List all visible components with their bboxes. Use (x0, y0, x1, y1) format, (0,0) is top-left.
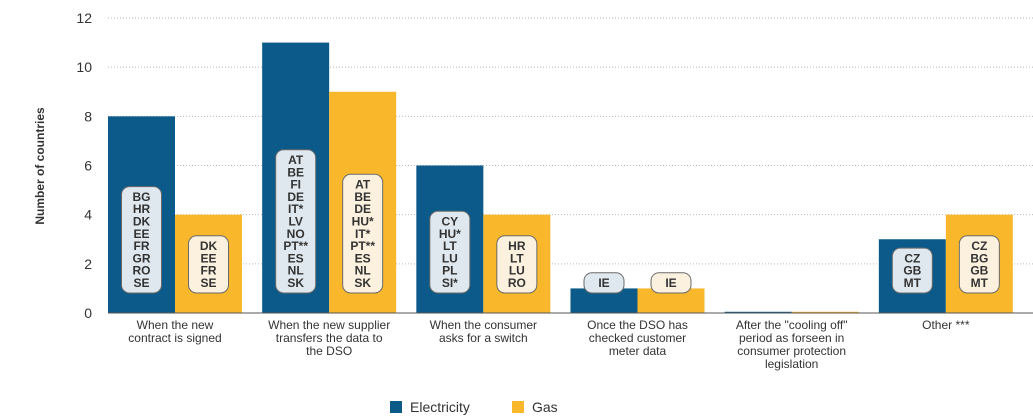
country-label: DE (354, 202, 371, 216)
country-label: SK (354, 276, 371, 290)
country-label: FI (290, 178, 301, 192)
country-label: EE (200, 251, 216, 265)
category-label: contract is signed (128, 331, 221, 345)
category-label: asks for a switch (439, 331, 528, 345)
country-label: MT (904, 276, 922, 290)
category-label: When the new supplier (268, 318, 390, 332)
country-label: LT (443, 239, 457, 253)
country-label: BG (970, 251, 988, 265)
category-label: Once the DSO has (587, 318, 688, 332)
country-label: ES (355, 251, 371, 265)
country-label: LU (509, 264, 525, 278)
country-box (958, 235, 1000, 294)
legend-label: Gas (532, 399, 558, 415)
country-label: HU* (439, 227, 461, 241)
country-label: FR (134, 239, 150, 253)
country-label: LU (442, 251, 458, 265)
country-box (342, 173, 384, 294)
bar-electricity-4 (724, 311, 792, 313)
y-tick-label: 2 (84, 256, 92, 272)
country-label: IT* (355, 227, 371, 241)
y-tick-label: 6 (84, 158, 92, 174)
country-label: SK (287, 276, 304, 290)
legend-swatch-gas (512, 401, 524, 413)
country-label: BG (133, 190, 151, 204)
country-label: IT* (288, 202, 304, 216)
country-label: PT** (283, 239, 308, 253)
country-label: HR (508, 239, 526, 253)
category-label: checked customer (589, 331, 686, 345)
y-tick-label: 12 (76, 10, 92, 26)
country-label: RO (133, 264, 151, 278)
y-tick-label: 0 (84, 305, 92, 321)
country-label: SE (133, 276, 149, 290)
country-label: BE (287, 165, 304, 179)
legend-swatch-electricity (390, 401, 402, 413)
country-label: GR (133, 251, 151, 265)
category-label: transfers the data to (276, 331, 383, 345)
country-box (496, 235, 538, 294)
country-label: IE (665, 276, 676, 290)
bar-gas-4 (791, 311, 859, 313)
country-label: LT (510, 251, 524, 265)
category-label: Other *** (922, 318, 970, 332)
country-label: NL (288, 264, 304, 278)
country-label: MT (971, 276, 989, 290)
country-label: DK (133, 215, 151, 229)
country-label: SE (200, 276, 216, 290)
y-axis-label: Number of countries (33, 107, 47, 225)
country-label: HU* (352, 215, 374, 229)
country-label: IE (598, 276, 609, 290)
country-box (275, 149, 317, 294)
country-label: GB (970, 264, 988, 278)
country-label: PL (442, 264, 457, 278)
country-label: BE (354, 190, 371, 204)
country-label: GB (903, 264, 921, 278)
y-tick-label: 8 (84, 108, 92, 124)
country-label: SI* (442, 276, 458, 290)
country-label: ES (288, 251, 304, 265)
country-label: FR (201, 264, 217, 278)
legend-label: Electricity (410, 399, 470, 415)
category-label: When the new (137, 318, 214, 332)
country-label: DE (287, 190, 304, 204)
country-box (429, 210, 471, 294)
category-label: period as forseen in (739, 331, 844, 345)
country-box (188, 235, 229, 294)
country-label: NO (287, 227, 305, 241)
category-label: meter data (609, 344, 667, 358)
country-label: HR (133, 202, 151, 216)
country-label: NL (355, 264, 371, 278)
country-box (583, 272, 625, 294)
country-label: CZ (971, 239, 987, 253)
country-box (650, 272, 692, 294)
country-box (891, 247, 933, 294)
country-label: PT** (350, 239, 375, 253)
country-box (121, 186, 162, 294)
category-label: the DSO (306, 344, 352, 358)
country-label: CY (441, 215, 458, 229)
country-label: AT (288, 153, 304, 167)
country-label: RO (508, 276, 526, 290)
country-label: LV (288, 215, 302, 229)
category-label: consumer protection (737, 344, 846, 358)
y-tick-label: 10 (76, 59, 92, 75)
country-label: AT (355, 178, 371, 192)
country-label: CZ (904, 251, 920, 265)
category-label: legislation (765, 357, 818, 371)
y-tick-label: 4 (84, 207, 92, 223)
country-label: EE (133, 227, 149, 241)
country-label: DK (200, 239, 218, 253)
category-label: When the consumer (430, 318, 537, 332)
category-label: After the "cooling off" (736, 318, 848, 332)
